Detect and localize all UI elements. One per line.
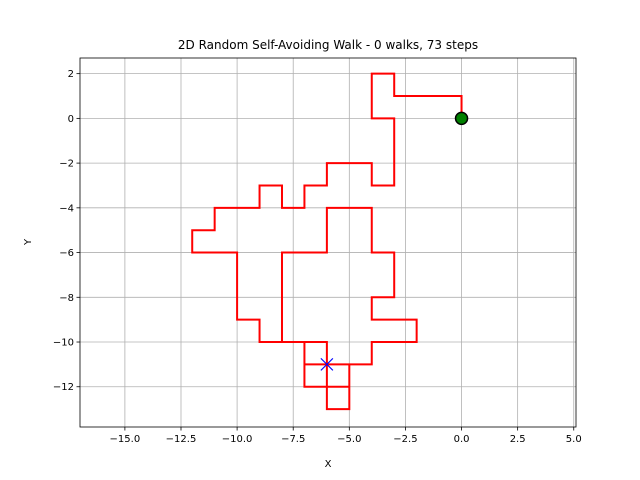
x-tick-label: 5.0	[566, 434, 582, 445]
y-tick-label: −10	[53, 338, 74, 349]
end-marker	[320, 357, 334, 371]
y-tick-label: −6	[59, 248, 74, 259]
plot-frame	[79, 57, 577, 428]
chart-title: 2D Random Self-Avoiding Walk - 0 walks, …	[178, 38, 478, 52]
x-tick-label: −10.0	[222, 434, 253, 445]
x-tick-label: 2.5	[510, 434, 526, 445]
x-tick-label: −2.5	[393, 434, 417, 445]
y-axis-label: Y	[23, 238, 34, 246]
tick-layer: −15.0 −12.5 −10.0 −7.5 −5.0 −2.5 0.0 2.5 5.0 2 0 −2…	[53, 69, 582, 445]
x-tick-label: 0.0	[454, 434, 470, 445]
y-tick-label: 0	[68, 114, 74, 125]
x-axis-label: X	[325, 459, 332, 470]
walk-layer	[191, 72, 463, 411]
marker-layer	[320, 111, 469, 371]
x-tick-label: −15.0	[110, 434, 141, 445]
y-tick-label: −2	[59, 159, 74, 170]
x-tick-label: −7.5	[281, 434, 305, 445]
grid-layer	[80, 58, 576, 427]
x-tick-label: −12.5	[166, 434, 197, 445]
y-tick-label: 2	[68, 69, 74, 80]
x-tick-label: −5.0	[337, 434, 361, 445]
y-tick-label: −12	[53, 382, 74, 393]
start-marker	[454, 111, 469, 126]
y-tick-label: −4	[59, 203, 74, 214]
y-tick-label: −8	[59, 293, 74, 304]
walk-path	[191, 72, 463, 411]
